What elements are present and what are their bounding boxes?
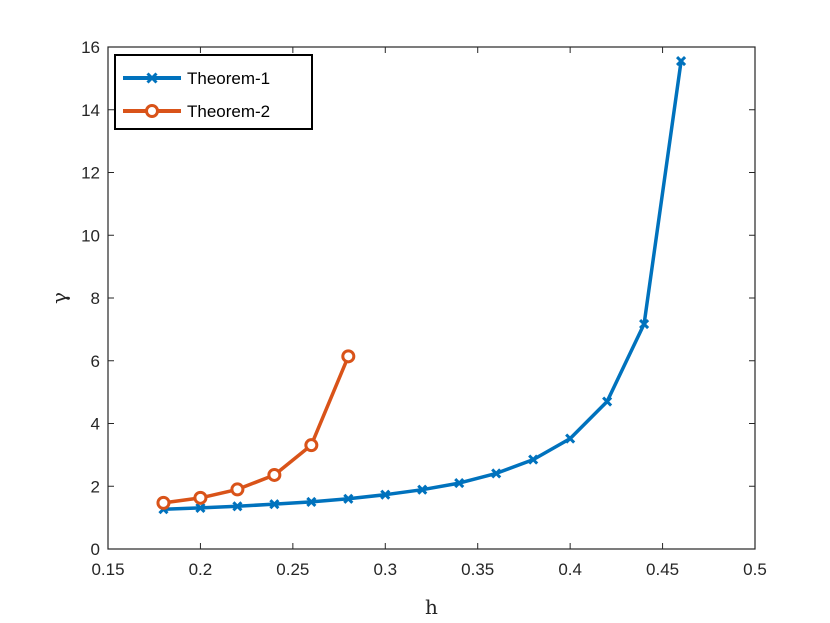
data-point-theorem-1 xyxy=(306,496,317,507)
data-point-theorem-1 xyxy=(528,454,539,465)
data-point-theorem-2 xyxy=(341,349,356,364)
legend-box xyxy=(114,54,313,130)
y-tick-label: 16 xyxy=(81,38,100,57)
x-tick-label: 0.5 xyxy=(743,560,767,579)
y-tick-label: 8 xyxy=(91,289,100,308)
data-point-theorem-2 xyxy=(267,467,282,482)
data-point-theorem-1 xyxy=(195,502,206,513)
data-point-theorem-1 xyxy=(454,478,465,489)
plot-frame xyxy=(107,46,756,550)
legend-item-theorem-2: Theorem-2 xyxy=(123,102,270,121)
y-tick-label: 0 xyxy=(91,540,100,559)
data-point-theorem-1 xyxy=(565,433,576,444)
y-tick-label: 10 xyxy=(81,226,100,245)
y-tick-label: 6 xyxy=(91,352,100,371)
y-tick-label: 4 xyxy=(91,415,100,434)
y-tick-label: 12 xyxy=(81,164,100,183)
data-point-theorem-2 xyxy=(193,490,208,505)
x-tick-label: 0.35 xyxy=(461,560,494,579)
y-tick-label: 14 xyxy=(81,101,100,120)
legend: Theorem-1 Theorem-2 xyxy=(114,54,313,130)
legend-marker-theorem-1 xyxy=(146,72,158,84)
x-tick-label: 0.3 xyxy=(373,560,397,579)
data-point-theorem-1 xyxy=(343,493,354,504)
x-tick-label: 0.2 xyxy=(189,560,213,579)
data-point-theorem-1 xyxy=(417,484,428,495)
legend-item-theorem-1: Theorem-1 xyxy=(123,69,270,88)
x-tick-label: 0.4 xyxy=(558,560,582,579)
data-point-theorem-1 xyxy=(491,468,502,479)
y-axis-label: γ xyxy=(47,292,71,304)
data-point-theorem-2 xyxy=(230,482,245,497)
x-tick-label: 0.45 xyxy=(646,560,679,579)
legend-label-theorem-1: Theorem-1 xyxy=(187,69,270,88)
data-point-theorem-2 xyxy=(156,495,171,510)
data-point-theorem-2 xyxy=(304,438,319,453)
data-point-theorem-1 xyxy=(380,489,391,500)
data-point-theorem-1 xyxy=(232,501,243,512)
x-tick-label: 0.25 xyxy=(276,560,309,579)
legend-label-theorem-2: Theorem-2 xyxy=(187,102,270,121)
ticks-layer: 0.15 0.2 0.25 0.3 0.35 0.4 0.45 0.5 0 2 4 6 8 10 12 14 1… xyxy=(81,38,767,579)
x-axis-label: h xyxy=(425,595,438,619)
legend-marker-theorem-2 xyxy=(145,104,159,118)
data-point-theorem-1 xyxy=(675,56,687,67)
data-point-theorem-1 xyxy=(269,499,280,510)
y-tick-label: 2 xyxy=(91,477,100,496)
series-layer xyxy=(156,56,687,515)
data-point-theorem-1 xyxy=(639,318,650,330)
data-point-theorem-1 xyxy=(602,396,613,407)
x-tick-label: 0.15 xyxy=(91,560,124,579)
